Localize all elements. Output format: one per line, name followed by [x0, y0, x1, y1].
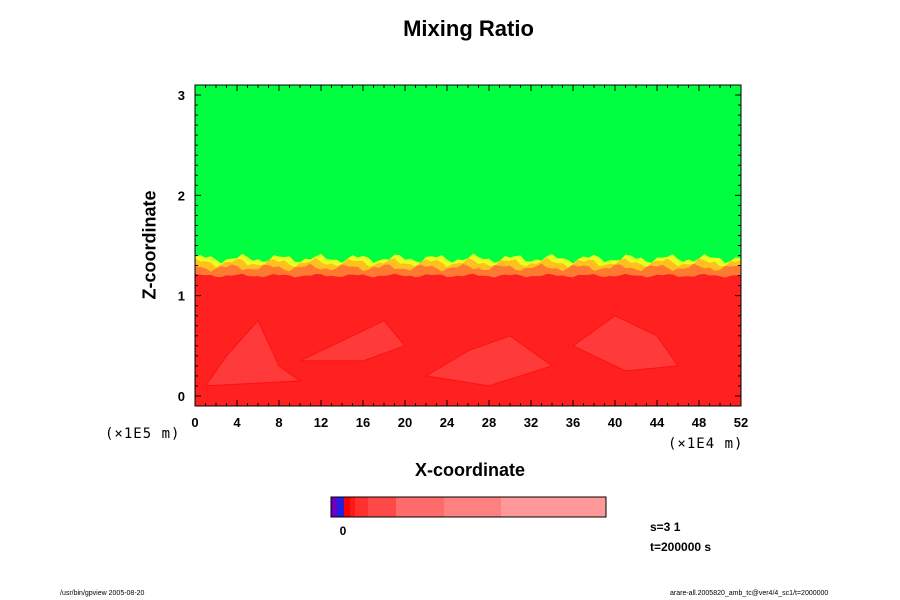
x-tick-label-4: 4 — [233, 415, 241, 430]
sigma-label: s=3 1 — [650, 520, 681, 534]
x-tick-label-40: 40 — [608, 415, 622, 430]
x-tick-label-24: 24 — [440, 415, 455, 430]
field-layer — [195, 85, 741, 406]
eddy-3 — [424, 335, 554, 387]
x-axis-unit: (×1E4 m) — [668, 436, 744, 452]
footer-command: /usr/bin/gpview 2005-08-20 — [60, 590, 145, 597]
x-axis-label: X-coordinate — [414, 460, 525, 480]
x-tick-label-0: 0 — [191, 415, 198, 430]
eddy-2 — [299, 320, 406, 362]
time-label: t=200000 s — [650, 540, 712, 554]
y-tick-label-2: 2 — [178, 188, 185, 203]
colorbar-frame — [330, 496, 607, 518]
y-axis-label: Z-coordinate — [139, 190, 160, 300]
colorbar-segment-6 — [368, 497, 396, 517]
footer-file: arare-all.2005820_amb_tc@ver4/4_sc1/t=20… — [670, 590, 829, 597]
x-tick-label-8: 8 — [275, 415, 282, 430]
x-tick-label-48: 48 — [692, 415, 706, 430]
y-tick-label-1: 1 — [178, 289, 185, 304]
colorbar-segment-2 — [337, 497, 344, 517]
x-tick-label-32: 32 — [524, 415, 538, 430]
x-tick-label-16: 16 — [356, 415, 370, 430]
colorbar-label: 0 — [340, 524, 347, 538]
x-tick-label-28: 28 — [482, 415, 496, 430]
chart-title: Mixing Ratio — [403, 16, 534, 41]
y-axis-unit: (×1E5 m) — [105, 426, 181, 442]
colorbar-segment-3 — [344, 497, 350, 517]
colorbar-segment-5 — [355, 497, 368, 517]
eddy-4 — [572, 315, 679, 372]
colorbar-segment-8 — [444, 497, 501, 517]
colorbar-segment-4 — [350, 497, 355, 517]
eddy-1 — [204, 319, 302, 387]
colorbar-segment-1 — [331, 497, 337, 517]
x-tick-label-44: 44 — [650, 415, 665, 430]
colorbar-segment-9 — [501, 497, 606, 517]
y-tick-label-3: 3 — [178, 88, 185, 103]
x-tick-label-20: 20 — [398, 415, 412, 430]
x-tick-label-52: 52 — [734, 415, 748, 430]
x-tick-label-12: 12 — [314, 415, 328, 430]
lower-region — [195, 273, 741, 406]
colorbar-segment-7 — [396, 497, 444, 517]
y-tick-label-0: 0 — [178, 389, 185, 404]
x-tick-label-36: 36 — [566, 415, 580, 430]
